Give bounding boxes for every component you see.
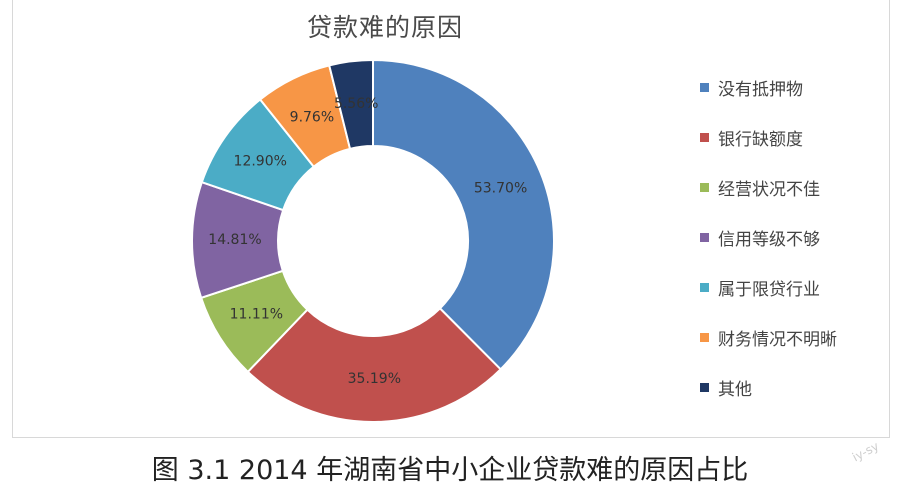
donut-slice-1 <box>372 58 555 371</box>
figure-caption: 图 3.1 2014 年湖南省中小企业贷款难的原因占比 <box>151 455 749 486</box>
donut-slice-7 <box>328 58 374 151</box>
chart-title: 贷款难的原因 <box>306 13 463 42</box>
legend-item-6: 财务情况不明晰 <box>700 312 890 362</box>
legend-swatch <box>700 282 709 292</box>
legend-swatch <box>700 132 709 142</box>
legend-item-3: 经营状况不佳 <box>700 162 890 212</box>
legend-item-4: 信用等级不够 <box>700 212 890 262</box>
slice-value-label-2: 35.19% <box>348 371 401 387</box>
legend-label: 没有抵押物 <box>718 79 803 100</box>
legend-label: 信用等级不够 <box>718 229 820 250</box>
legend-item-2: 银行缺额度 <box>700 112 890 162</box>
legend-label: 财务情况不明晰 <box>718 329 837 350</box>
donut-slice-2 <box>246 306 503 423</box>
legend-item-1: 没有抵押物 <box>700 62 890 112</box>
slice-value-label-1: 53.70% <box>474 180 527 196</box>
donut-value-labels: 53.70% 35.19% 11.11% 14.81% 12.90% 9.76%5.56% <box>208 96 527 387</box>
slice-value-label-5: 12.90% <box>234 153 287 169</box>
legend-swatch <box>700 182 709 192</box>
legend-label: 属于限贷行业 <box>718 279 820 300</box>
legend-label: 经营状况不佳 <box>718 179 820 200</box>
slice-value-label-6: 9.76% <box>290 109 334 125</box>
legend-item-7: 其他 <box>700 362 890 412</box>
legend-swatch <box>700 332 709 342</box>
donut-slices <box>191 58 555 423</box>
legend-label: 银行缺额度 <box>718 129 803 150</box>
legend-swatch <box>700 232 709 242</box>
slice-value-label-7: 5.56% <box>334 96 378 112</box>
donut-chart: 53.70% 35.19% 11.11% 14.81% 12.90% 9.76%5.56% <box>191 58 555 423</box>
chart-legend: 没有抵押物银行缺额度经营状况不佳 信用等级不够 属于限贷行业 财务情况不明晰 其他 <box>700 62 890 412</box>
legend-label: 其他 <box>718 379 752 400</box>
slice-value-label-3: 11.11% <box>230 307 283 323</box>
legend-swatch <box>700 382 709 392</box>
legend-swatch <box>700 82 709 92</box>
chart-frame <box>12 0 890 438</box>
slice-value-label-4: 14.81% <box>208 232 261 248</box>
legend-item-5: 属于限贷行业 <box>700 262 890 312</box>
